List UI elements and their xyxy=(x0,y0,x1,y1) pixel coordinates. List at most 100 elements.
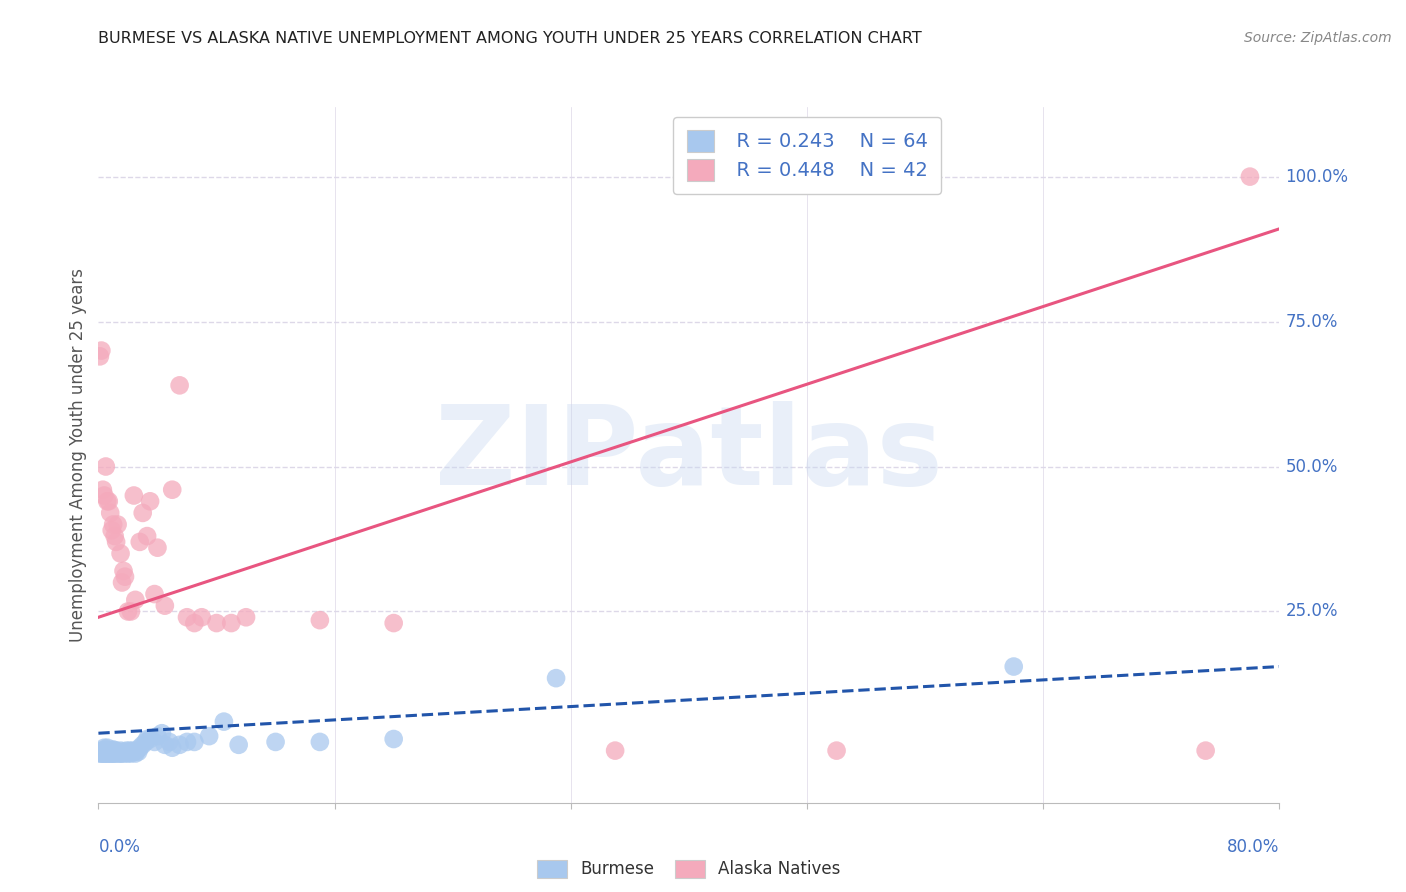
Point xyxy=(150,726,173,740)
Point xyxy=(605,744,627,758)
Point xyxy=(90,744,112,758)
Point xyxy=(97,747,120,761)
Point xyxy=(105,747,128,761)
Text: Source: ZipAtlas.com: Source: ZipAtlas.com xyxy=(1244,31,1392,45)
Y-axis label: Unemployment Among Youth under 25 years: Unemployment Among Youth under 25 years xyxy=(69,268,87,642)
Point xyxy=(110,744,132,758)
Point xyxy=(157,735,180,749)
Point xyxy=(124,747,146,761)
Text: BURMESE VS ALASKA NATIVE UNEMPLOYMENT AMONG YOUTH UNDER 25 YEARS CORRELATION CHA: BURMESE VS ALASKA NATIVE UNEMPLOYMENT AM… xyxy=(98,31,922,46)
Point xyxy=(93,740,115,755)
Point xyxy=(112,745,135,759)
Point xyxy=(228,738,250,752)
Point xyxy=(153,738,176,752)
Legend: Burmese, Alaska Natives: Burmese, Alaska Natives xyxy=(530,853,848,885)
Point xyxy=(146,729,169,743)
Point xyxy=(98,506,121,520)
Point xyxy=(153,599,176,613)
Text: 80.0%: 80.0% xyxy=(1227,838,1279,855)
Point xyxy=(176,610,198,624)
Point xyxy=(162,740,183,755)
Point xyxy=(128,740,150,755)
Point xyxy=(219,615,242,630)
Point xyxy=(111,747,134,761)
Point xyxy=(139,494,162,508)
Text: ZIPatlas: ZIPatlas xyxy=(434,401,943,508)
Text: 100.0%: 100.0% xyxy=(1285,168,1348,186)
Point xyxy=(122,489,145,503)
Point xyxy=(139,731,162,746)
Point xyxy=(136,529,159,543)
Point xyxy=(94,747,117,761)
Point xyxy=(111,575,134,590)
Point xyxy=(107,517,129,532)
Point xyxy=(183,615,205,630)
Point xyxy=(136,731,159,746)
Point xyxy=(90,747,112,761)
Point xyxy=(1239,169,1261,184)
Point xyxy=(97,744,120,758)
Point xyxy=(117,605,139,619)
Point xyxy=(94,459,117,474)
Point xyxy=(825,744,848,758)
Point xyxy=(110,747,132,761)
Point xyxy=(382,615,405,630)
Point xyxy=(1002,659,1025,673)
Text: 75.0%: 75.0% xyxy=(1285,312,1337,331)
Point xyxy=(100,523,122,537)
Point xyxy=(120,605,142,619)
Point xyxy=(120,747,142,761)
Point xyxy=(89,747,111,761)
Point xyxy=(91,744,114,758)
Point xyxy=(309,613,332,627)
Point xyxy=(103,517,125,532)
Point xyxy=(125,744,148,758)
Point xyxy=(112,564,135,578)
Point xyxy=(94,742,117,756)
Text: 50.0%: 50.0% xyxy=(1285,458,1337,475)
Point xyxy=(132,738,155,752)
Point xyxy=(1195,744,1218,758)
Point xyxy=(96,744,118,758)
Point xyxy=(96,740,118,755)
Point xyxy=(114,747,136,761)
Point xyxy=(91,747,114,761)
Point xyxy=(143,735,166,749)
Point xyxy=(115,744,138,758)
Point xyxy=(93,489,115,503)
Point xyxy=(93,747,115,761)
Point xyxy=(107,745,129,759)
Point xyxy=(89,350,111,364)
Point xyxy=(96,494,118,508)
Point xyxy=(169,738,191,752)
Point xyxy=(98,747,121,761)
Point xyxy=(96,747,118,761)
Point xyxy=(162,483,183,497)
Point xyxy=(191,610,214,624)
Point xyxy=(93,744,115,758)
Point xyxy=(108,747,131,761)
Point xyxy=(104,744,127,758)
Point xyxy=(105,744,128,758)
Point xyxy=(97,494,120,508)
Point xyxy=(235,610,257,624)
Point xyxy=(121,744,143,758)
Point xyxy=(100,744,122,758)
Point xyxy=(103,742,125,756)
Point xyxy=(544,671,567,685)
Point xyxy=(90,343,112,358)
Point xyxy=(212,714,235,729)
Point xyxy=(105,534,128,549)
Point xyxy=(198,729,221,743)
Point xyxy=(94,745,117,759)
Point xyxy=(309,735,332,749)
Point xyxy=(118,744,141,758)
Point xyxy=(91,483,114,497)
Point xyxy=(124,592,146,607)
Point xyxy=(122,745,145,759)
Point xyxy=(103,747,125,761)
Point xyxy=(117,747,139,761)
Point xyxy=(100,747,122,761)
Point xyxy=(132,506,155,520)
Point xyxy=(169,378,191,392)
